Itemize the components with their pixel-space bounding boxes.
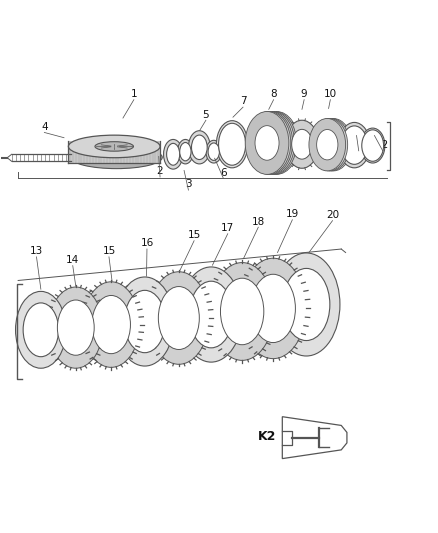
Text: 6: 6 (220, 168, 227, 177)
Ellipse shape (68, 135, 160, 158)
Text: 18: 18 (252, 216, 265, 227)
Ellipse shape (251, 111, 295, 174)
Ellipse shape (206, 140, 222, 163)
Ellipse shape (191, 135, 207, 159)
Text: 13: 13 (30, 246, 43, 256)
Text: 15: 15 (187, 230, 201, 240)
Ellipse shape (149, 272, 209, 364)
Ellipse shape (255, 126, 279, 160)
Text: 19: 19 (286, 209, 299, 219)
Ellipse shape (309, 118, 346, 171)
Text: 12: 12 (376, 140, 389, 150)
Text: 20: 20 (326, 210, 339, 220)
Ellipse shape (292, 130, 312, 159)
Ellipse shape (249, 111, 293, 174)
Ellipse shape (286, 120, 318, 168)
Text: 2: 2 (157, 166, 163, 176)
Text: 7: 7 (240, 96, 246, 107)
Ellipse shape (83, 282, 140, 367)
Text: 11: 11 (352, 140, 365, 150)
Text: 17: 17 (221, 223, 234, 233)
Ellipse shape (190, 281, 233, 348)
Text: 10: 10 (324, 89, 337, 99)
Text: 14: 14 (66, 255, 79, 265)
Ellipse shape (216, 120, 248, 168)
Ellipse shape (208, 143, 219, 160)
Ellipse shape (177, 140, 193, 164)
Ellipse shape (315, 118, 352, 171)
Ellipse shape (311, 118, 348, 171)
Ellipse shape (71, 146, 162, 168)
Ellipse shape (124, 290, 165, 353)
Ellipse shape (341, 126, 367, 164)
Ellipse shape (251, 274, 295, 343)
Ellipse shape (273, 253, 340, 356)
Ellipse shape (283, 269, 330, 341)
Text: K2: K2 (258, 430, 276, 443)
Text: 8: 8 (270, 89, 277, 99)
Polygon shape (68, 141, 160, 163)
Ellipse shape (23, 303, 59, 357)
Ellipse shape (57, 300, 94, 355)
Ellipse shape (116, 277, 174, 366)
Ellipse shape (159, 287, 199, 350)
Ellipse shape (313, 118, 350, 171)
Text: 9: 9 (301, 89, 307, 99)
Ellipse shape (240, 258, 306, 359)
Ellipse shape (95, 142, 134, 151)
Ellipse shape (163, 140, 183, 169)
Ellipse shape (253, 111, 297, 174)
Ellipse shape (219, 123, 246, 165)
Ellipse shape (92, 295, 131, 354)
Ellipse shape (317, 130, 338, 160)
Ellipse shape (360, 128, 385, 163)
Text: 3: 3 (185, 180, 192, 189)
Ellipse shape (180, 142, 191, 161)
Ellipse shape (220, 278, 264, 345)
Ellipse shape (339, 123, 370, 168)
Ellipse shape (247, 111, 291, 174)
Ellipse shape (362, 130, 384, 161)
Text: 4: 4 (41, 122, 48, 132)
Text: 1: 1 (131, 89, 137, 99)
Ellipse shape (245, 111, 289, 174)
Ellipse shape (255, 111, 298, 174)
Text: 16: 16 (140, 238, 154, 248)
Text: 5: 5 (203, 110, 209, 119)
Ellipse shape (180, 267, 242, 362)
Ellipse shape (15, 292, 66, 368)
Text: 15: 15 (102, 246, 116, 256)
Ellipse shape (210, 263, 274, 360)
Ellipse shape (49, 287, 103, 368)
Ellipse shape (166, 143, 180, 165)
Ellipse shape (188, 131, 210, 164)
